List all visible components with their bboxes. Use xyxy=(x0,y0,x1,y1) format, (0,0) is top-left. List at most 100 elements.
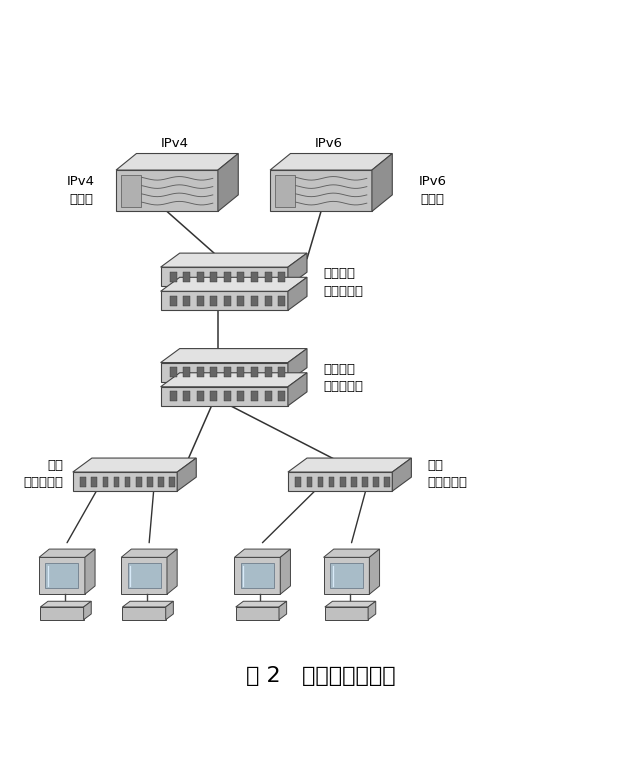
Polygon shape xyxy=(373,477,379,487)
Polygon shape xyxy=(40,607,83,620)
Polygon shape xyxy=(211,391,218,401)
Polygon shape xyxy=(340,477,345,487)
Polygon shape xyxy=(318,477,324,487)
Polygon shape xyxy=(160,253,307,267)
Polygon shape xyxy=(73,472,177,491)
Polygon shape xyxy=(288,472,392,491)
Polygon shape xyxy=(40,601,91,607)
Polygon shape xyxy=(158,477,164,487)
Polygon shape xyxy=(270,170,372,211)
Polygon shape xyxy=(265,367,272,377)
Polygon shape xyxy=(197,272,204,282)
Polygon shape xyxy=(330,563,363,588)
Polygon shape xyxy=(224,272,231,282)
Polygon shape xyxy=(372,154,392,211)
Polygon shape xyxy=(211,296,218,306)
Polygon shape xyxy=(384,477,390,487)
Polygon shape xyxy=(91,477,97,487)
Polygon shape xyxy=(125,477,130,487)
Polygon shape xyxy=(324,549,379,557)
Polygon shape xyxy=(278,296,285,306)
Polygon shape xyxy=(307,477,312,487)
Polygon shape xyxy=(49,603,80,606)
Polygon shape xyxy=(288,458,412,472)
Polygon shape xyxy=(123,607,166,620)
Text: IPv4
路由器: IPv4 路由器 xyxy=(67,176,95,206)
Polygon shape xyxy=(278,272,285,282)
Polygon shape xyxy=(170,272,177,282)
Polygon shape xyxy=(170,367,177,377)
Polygon shape xyxy=(265,391,272,401)
Polygon shape xyxy=(147,477,153,487)
Polygon shape xyxy=(325,601,376,607)
Text: IPv4: IPv4 xyxy=(161,137,189,150)
Polygon shape xyxy=(116,170,218,211)
Text: IPv6: IPv6 xyxy=(315,137,343,150)
Polygon shape xyxy=(160,267,288,286)
Polygon shape xyxy=(224,391,231,401)
Polygon shape xyxy=(224,367,231,377)
Polygon shape xyxy=(351,477,357,487)
Polygon shape xyxy=(295,477,301,487)
Polygon shape xyxy=(121,549,177,557)
Polygon shape xyxy=(241,563,274,588)
Polygon shape xyxy=(281,549,290,594)
Text: 汇聚双栈
三层交换机: 汇聚双栈 三层交换机 xyxy=(323,363,363,393)
Polygon shape xyxy=(362,477,368,487)
Polygon shape xyxy=(270,154,392,170)
Polygon shape xyxy=(325,607,368,620)
Polygon shape xyxy=(238,391,245,401)
Polygon shape xyxy=(169,477,175,487)
Polygon shape xyxy=(236,607,279,620)
Polygon shape xyxy=(234,549,290,557)
Polygon shape xyxy=(160,291,288,310)
Polygon shape xyxy=(279,601,286,620)
Polygon shape xyxy=(85,549,95,594)
Polygon shape xyxy=(288,372,307,406)
Polygon shape xyxy=(275,175,295,207)
Text: 双栈
二层交换机: 双栈 二层交换机 xyxy=(428,459,467,489)
Polygon shape xyxy=(211,272,218,282)
Polygon shape xyxy=(234,557,281,594)
Polygon shape xyxy=(224,296,231,306)
Polygon shape xyxy=(80,477,86,487)
Polygon shape xyxy=(167,549,177,594)
Polygon shape xyxy=(114,477,119,487)
Polygon shape xyxy=(288,277,307,310)
Text: 核心双栈
三层交换机: 核心双栈 三层交换机 xyxy=(323,267,363,298)
Polygon shape xyxy=(197,296,204,306)
Polygon shape xyxy=(160,277,307,291)
Polygon shape xyxy=(265,272,272,282)
Polygon shape xyxy=(392,458,412,491)
Polygon shape xyxy=(160,387,288,406)
Polygon shape xyxy=(236,601,286,607)
Polygon shape xyxy=(160,372,307,387)
Polygon shape xyxy=(238,272,245,282)
Polygon shape xyxy=(103,477,108,487)
Polygon shape xyxy=(160,348,307,363)
Text: IPv6
路由器: IPv6 路由器 xyxy=(419,176,446,206)
Polygon shape xyxy=(238,296,245,306)
Polygon shape xyxy=(170,296,177,306)
Polygon shape xyxy=(132,603,162,606)
Polygon shape xyxy=(83,601,91,620)
Polygon shape xyxy=(278,367,285,377)
Polygon shape xyxy=(123,601,173,607)
Polygon shape xyxy=(46,563,78,588)
Polygon shape xyxy=(170,391,177,401)
Polygon shape xyxy=(288,348,307,382)
Polygon shape xyxy=(166,601,173,620)
Text: 图 2   实现双栈原理图: 图 2 实现双栈原理图 xyxy=(246,665,396,686)
Polygon shape xyxy=(251,391,258,401)
Polygon shape xyxy=(251,296,258,306)
Polygon shape xyxy=(39,557,85,594)
Polygon shape xyxy=(288,253,307,286)
Polygon shape xyxy=(218,154,238,211)
Polygon shape xyxy=(39,549,95,557)
Polygon shape xyxy=(184,272,191,282)
Polygon shape xyxy=(136,477,141,487)
Polygon shape xyxy=(329,477,334,487)
Polygon shape xyxy=(184,367,191,377)
Polygon shape xyxy=(160,363,288,382)
Polygon shape xyxy=(121,557,167,594)
